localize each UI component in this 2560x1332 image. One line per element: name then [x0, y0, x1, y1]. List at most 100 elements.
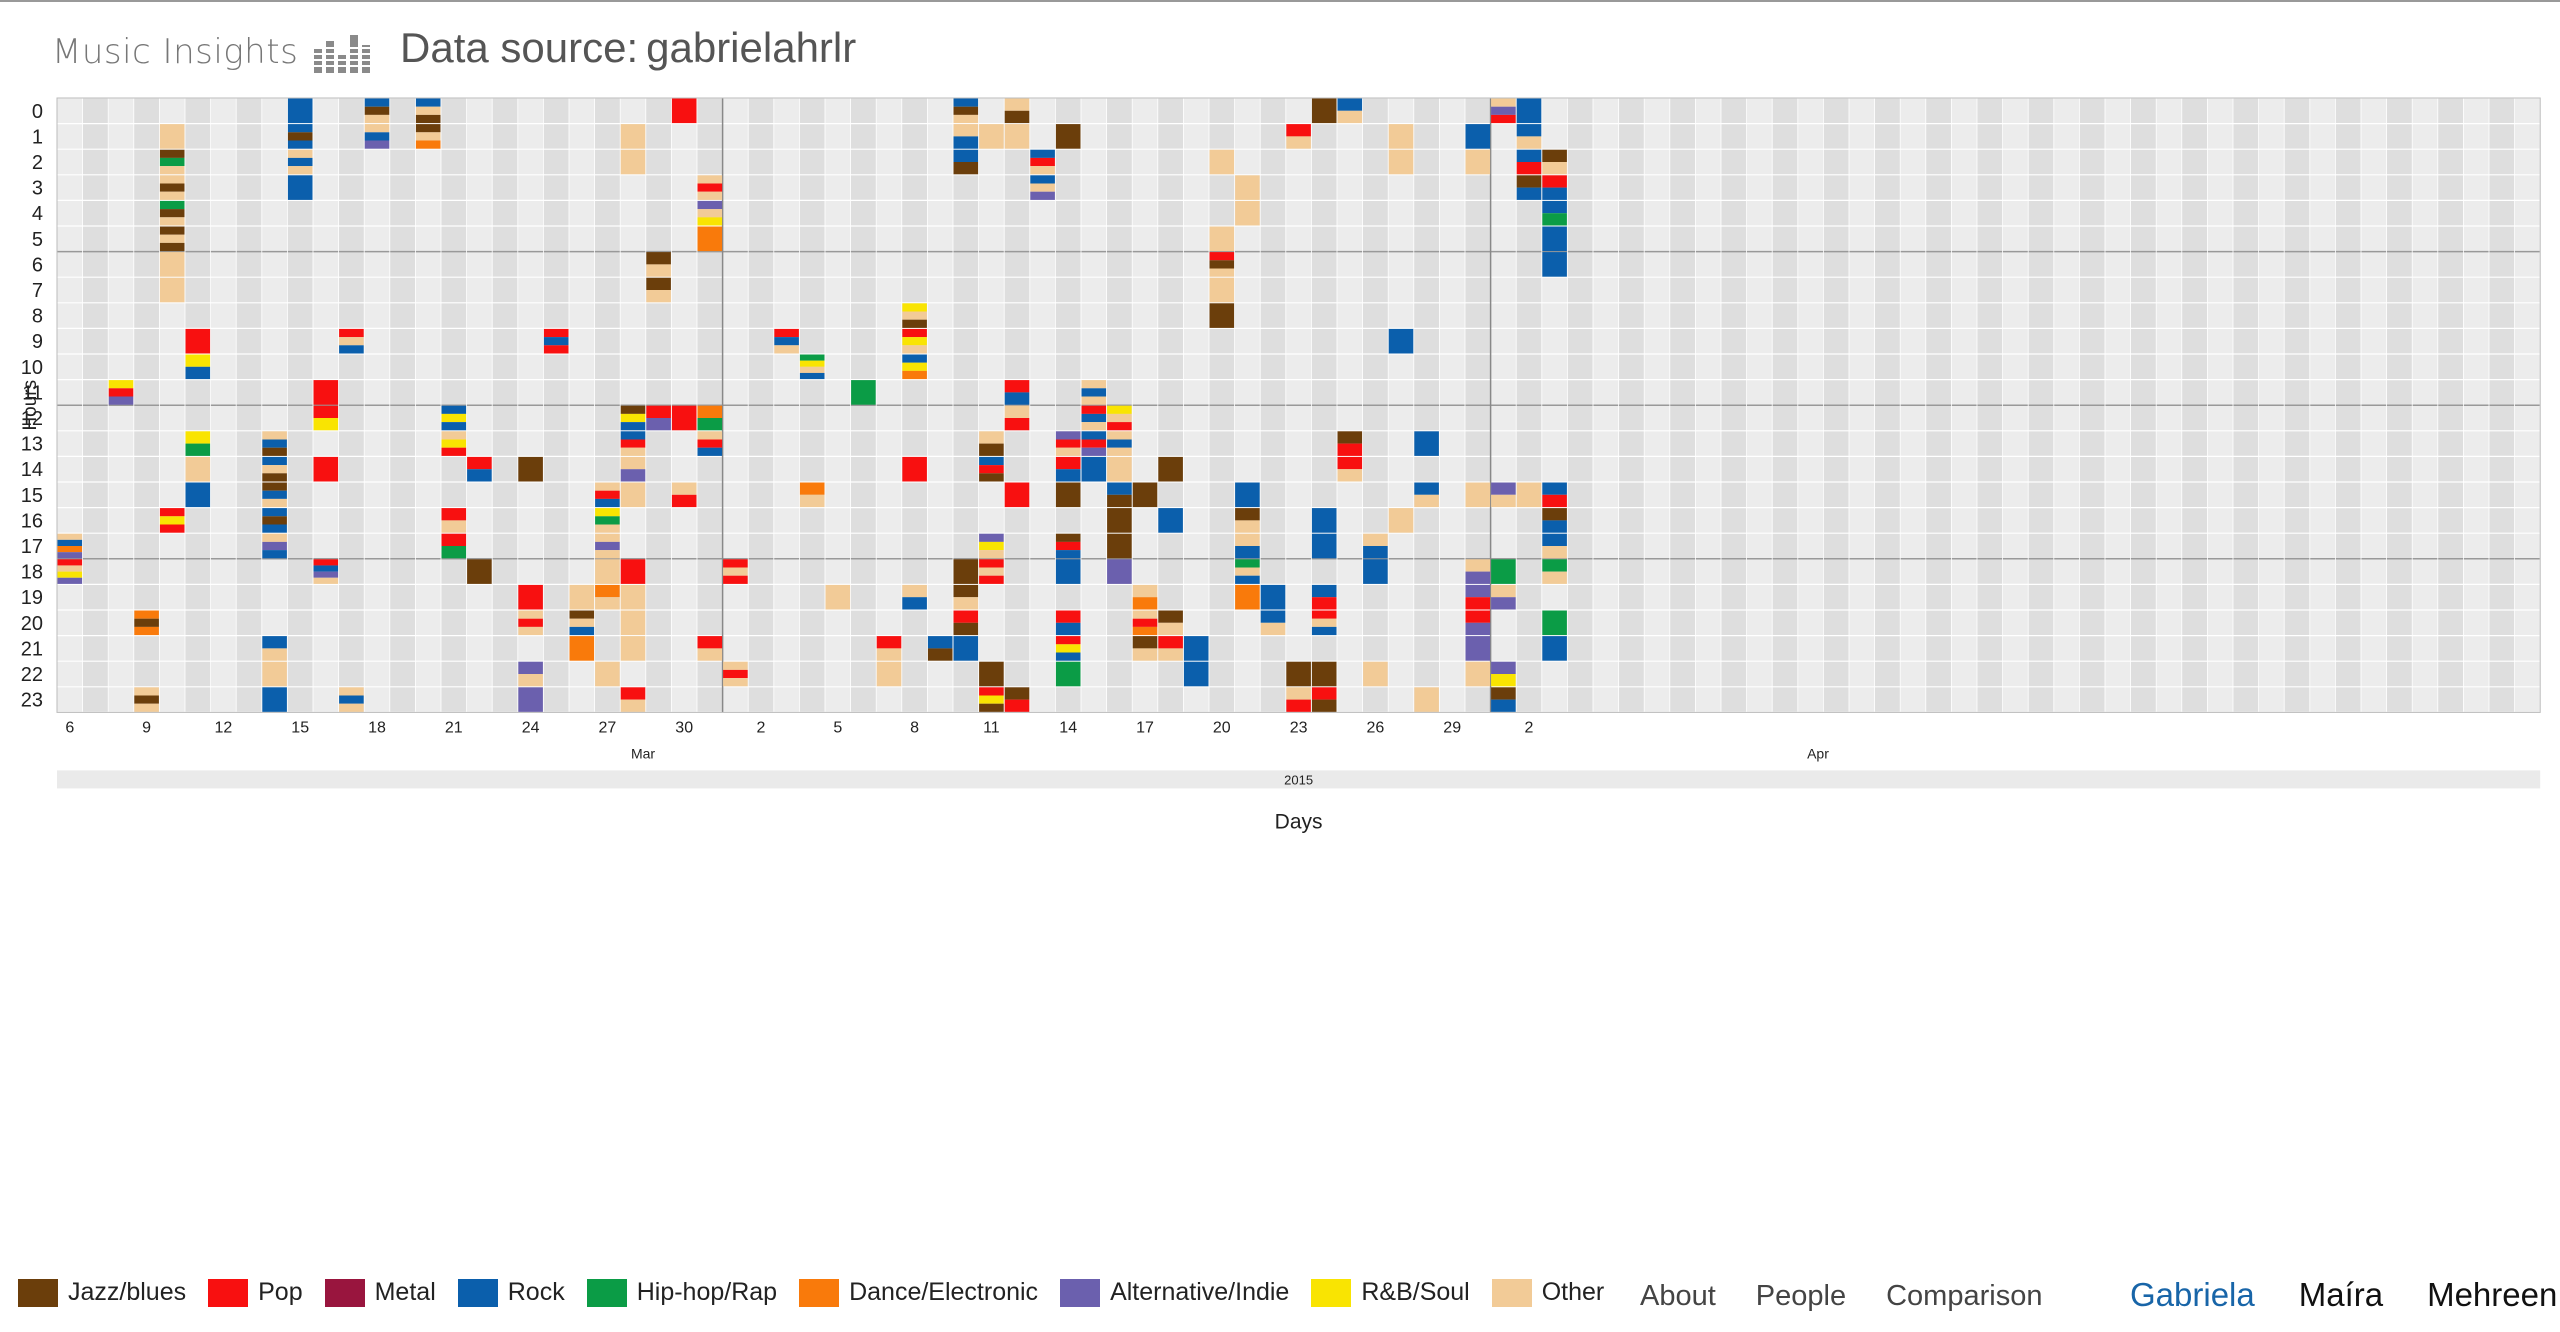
genre-listen-cell: [339, 337, 364, 346]
genre-listen-cell: [1235, 546, 1260, 559]
legend-label: Dance/Electronic: [849, 1278, 1039, 1306]
genre-listen-cell: [1388, 149, 1414, 175]
x-tick-label: 5: [833, 719, 842, 736]
user-maira[interactable]: Maíra: [2298, 1276, 2384, 1313]
genre-listen-cell: [646, 252, 671, 265]
genre-listen-cell: [543, 345, 569, 354]
genre-listen-cell: [262, 508, 287, 517]
user-gabriela[interactable]: Gabriela: [2130, 1276, 2255, 1313]
genre-listen-cell: [441, 405, 467, 414]
nav-people[interactable]: People: [1755, 1280, 1847, 1312]
genre-listen-cell: [671, 482, 697, 495]
genre-listen-cell: [569, 626, 595, 636]
genre-listen-cell: [697, 226, 723, 252]
genre-listen-cell: [262, 456, 287, 466]
genre-listen-cell: [57, 539, 83, 546]
genre-listen-cell: [1542, 162, 1567, 175]
genre-listen-cell: [313, 559, 339, 566]
genre-listen-cell: [159, 516, 185, 525]
y-tick-label: 3: [32, 178, 43, 200]
genre-listen-cell: [1260, 584, 1286, 610]
genre-listen-cell: [134, 695, 159, 704]
x-tick-label: 26: [1367, 719, 1385, 736]
y-tick-label: 7: [32, 280, 43, 302]
genre-listen-cell: [646, 277, 671, 290]
genre-listen-cell: [57, 546, 83, 553]
genre-listen-cell: [262, 473, 287, 482]
genre-listen-cell: [262, 490, 287, 499]
genre-listen-cell: [620, 456, 646, 470]
x-tick-label: 18: [368, 719, 386, 736]
genre-listen-cell: [1055, 469, 1081, 482]
genre-listen-cell: [108, 388, 134, 397]
nav-about[interactable]: About: [1640, 1280, 1716, 1312]
genre-listen-cell: [979, 533, 1004, 542]
y-tick-label: 8: [32, 306, 43, 328]
genre-listen-cell: [1132, 584, 1158, 598]
genre-listen-cell: [1465, 622, 1491, 636]
genre-listen-cell: [1055, 482, 1081, 508]
genre-listen-cell: [1004, 418, 1030, 431]
genre-listen-cell: [595, 541, 620, 551]
genre-listen-cell: [1055, 439, 1081, 448]
x-tick-label: 23: [1290, 719, 1308, 736]
genre-listen-cell: [1107, 413, 1132, 423]
logo[interactable]: Music Insights: [52, 22, 377, 82]
genre-listen-cell: [1209, 226, 1235, 252]
genre-listen-cell: [1491, 699, 1516, 712]
genre-listen-cell: [953, 124, 979, 137]
main-nav: About People Comparison: [1640, 1280, 2082, 1313]
genre-listen-cell: [1542, 533, 1567, 546]
genre-listen-cell: [927, 636, 953, 649]
genre-listen-cell: [339, 703, 364, 712]
genre-listen-cell: [1209, 303, 1235, 328]
genre-listen-cell: [979, 575, 1004, 584]
y-tick-label: 5: [32, 229, 43, 251]
genre-listen-cell: [1465, 559, 1491, 572]
genre-listen-cell: [1286, 699, 1311, 712]
genre-listen-cell: [595, 533, 620, 542]
genre-listen-cell: [1055, 447, 1081, 456]
legend-item: Hip-hop/Rap: [586, 1278, 777, 1307]
genre-listen-cell: [1311, 533, 1337, 559]
genre-listen-cell: [1004, 380, 1030, 393]
genre-listen-cell: [1491, 661, 1516, 674]
genre-listen-cell: [927, 648, 953, 661]
genre-listen-cell: [1107, 422, 1132, 431]
genre-listen-cell: [671, 494, 697, 508]
genre-listen-cell: [595, 661, 620, 687]
top-border: [0, 0, 2560, 2]
y-tick-label: 23: [21, 690, 43, 712]
user-mehreen[interactable]: Mehreen: [2427, 1276, 2558, 1313]
genre-listen-cell: [799, 482, 825, 495]
genre-listen-cell: [1081, 380, 1107, 389]
nav-comparison[interactable]: Comparison: [1886, 1280, 2043, 1312]
genre-listen-cell: [979, 661, 1004, 687]
genre-listen-cell: [185, 482, 211, 508]
legend-item: R&B/Soul: [1311, 1278, 1470, 1307]
genre-listen-cell: [364, 114, 390, 124]
genre-listen-cell: [671, 98, 697, 124]
genre-listen-cell: [595, 524, 620, 533]
genre-listen-cell: [1516, 162, 1542, 175]
legend-swatch: [18, 1278, 58, 1307]
x-tick-label: 2: [1525, 719, 1534, 736]
genre-listen-cell: [1465, 597, 1491, 610]
genre-listen-cell: [159, 508, 185, 517]
data-source: Data source: gabrielahrlr: [400, 24, 856, 72]
genre-listen-cell: [1235, 520, 1260, 533]
genre-listen-cell: [108, 380, 134, 389]
genre-listen-cell: [902, 303, 927, 312]
genre-listen-cell: [313, 571, 339, 578]
genre-listen-cell: [1055, 550, 1081, 559]
genre-listen-cell: [262, 482, 287, 491]
legend-swatch: [1311, 1278, 1352, 1307]
genre-listen-cell: [134, 618, 159, 627]
genre-listen-cell: [902, 328, 927, 338]
genre-listen-cell: [415, 114, 441, 124]
genre-listen-cell: [1542, 610, 1567, 636]
genre-listen-cell: [313, 577, 339, 584]
x-tick-label: 8: [910, 719, 919, 736]
genre-listen-cell: [1235, 575, 1260, 584]
genre-listen-cell: [620, 584, 646, 610]
